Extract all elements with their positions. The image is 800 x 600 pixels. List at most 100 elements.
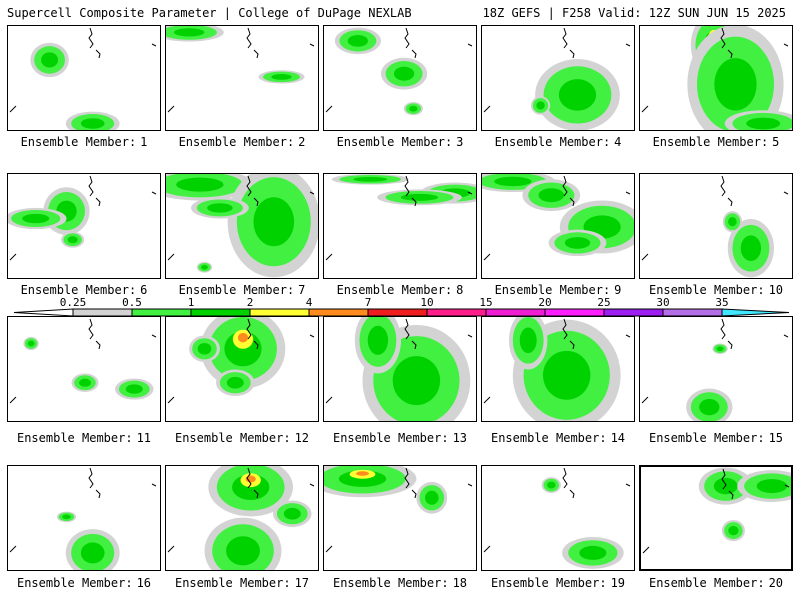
- ensemble-member-caption: Ensemble Member: 5: [637, 135, 795, 149]
- ensemble-panel-4[interactable]: [481, 25, 635, 131]
- ensemble-panel-17[interactable]: [165, 465, 319, 571]
- parameter-contour: [530, 96, 551, 115]
- parameter-contour: [508, 317, 548, 370]
- ensemble-member-caption: Ensemble Member: 1: [5, 135, 163, 149]
- coastline: [483, 467, 631, 553]
- map-plot: [642, 467, 791, 554]
- map-plot: [325, 174, 476, 261]
- parameter-contour: [204, 517, 282, 570]
- parameter-contour: [191, 197, 249, 219]
- ensemble-panel-19[interactable]: [481, 465, 635, 571]
- member-number: 10: [768, 283, 784, 297]
- ensemble-member-caption: Ensemble Member: 14: [479, 431, 637, 445]
- ensemble-panel-11[interactable]: [7, 316, 161, 422]
- colorbar-segment: [485, 308, 546, 317]
- colorbar-segment: [308, 308, 369, 317]
- member-number: 13: [452, 431, 468, 445]
- caption-label: Ensemble Member:: [332, 431, 449, 445]
- ensemble-member-caption: Ensemble Member: 15: [637, 431, 795, 445]
- colorbar-tick-label: 10: [420, 296, 433, 309]
- parameter-contour: [324, 466, 417, 498]
- member-number: 12: [294, 431, 310, 445]
- member-number: 19: [610, 576, 626, 590]
- map-plot: [166, 26, 315, 113]
- caption-label: Ensemble Member:: [648, 431, 765, 445]
- parameter-contour: [115, 378, 154, 400]
- ensemble-panel-9[interactable]: [481, 173, 635, 279]
- caption-label: Ensemble Member:: [174, 576, 291, 590]
- ensemble-member-caption: Ensemble Member: 18: [321, 576, 479, 590]
- parameter-contour: [548, 229, 607, 257]
- ensemble-panel-18[interactable]: [323, 465, 477, 571]
- coastline: [325, 175, 473, 261]
- ensemble-panel-2[interactable]: [165, 25, 319, 131]
- ensemble-member-caption: Ensemble Member: 11: [5, 431, 163, 445]
- ensemble-panel-12[interactable]: [165, 316, 319, 422]
- member-number: 5: [772, 135, 780, 149]
- coastline: [167, 175, 315, 261]
- parameter-contour: [71, 373, 99, 392]
- ensemble-panel-13[interactable]: [323, 316, 477, 422]
- caption-label: Ensemble Member:: [178, 283, 295, 297]
- ensemble-panel-5[interactable]: [639, 25, 793, 131]
- coastline: [9, 467, 157, 553]
- map-plot: [9, 467, 157, 570]
- colorbar-segment: [721, 308, 790, 317]
- parameter-contour: [722, 211, 743, 233]
- member-number: 2: [298, 135, 306, 149]
- ensemble-member-caption: Ensemble Member: 4: [479, 135, 637, 149]
- header-valid-time: 18Z GEFS | F258 Valid: 12Z SUN JUN 15 20…: [482, 6, 786, 20]
- parameter-contour: [56, 511, 77, 523]
- caption-label: Ensemble Member:: [490, 431, 607, 445]
- ensemble-panel-1[interactable]: [7, 25, 161, 131]
- ensemble-panel-14[interactable]: [481, 316, 635, 422]
- ensemble-panel-7[interactable]: [165, 173, 319, 279]
- parameter-contour: [737, 470, 791, 502]
- colorbar-segment: [603, 308, 664, 317]
- ensemble-panel-16[interactable]: [7, 465, 161, 571]
- parameter-contour: [334, 27, 381, 55]
- caption-label: Ensemble Member:: [490, 576, 607, 590]
- parameter-contour: [721, 520, 745, 542]
- parameter-contour: [23, 336, 39, 351]
- member-number: 16: [136, 576, 152, 590]
- ensemble-panel-6[interactable]: [7, 173, 161, 279]
- parameter-contour: [258, 70, 305, 84]
- colorbar-segment: [426, 308, 487, 317]
- coastline: [325, 467, 473, 553]
- member-number: 14: [610, 431, 626, 445]
- ensemble-panel-3[interactable]: [323, 25, 477, 131]
- ensemble-panel-8[interactable]: [323, 173, 477, 279]
- parameter-contour: [377, 189, 462, 206]
- ensemble-member-caption: Ensemble Member: 12: [163, 431, 321, 445]
- parameter-contour: [727, 219, 774, 278]
- ensemble-member-caption: Ensemble Member: 9: [479, 283, 637, 297]
- coastline: [642, 468, 790, 554]
- caption-label: Ensemble Member:: [332, 576, 449, 590]
- ensemble-member-caption: Ensemble Member: 16: [5, 576, 163, 590]
- caption-label: Ensemble Member:: [178, 135, 295, 149]
- caption-label: Ensemble Member:: [16, 431, 133, 445]
- map-plot: [166, 174, 318, 278]
- member-number: 11: [136, 431, 152, 445]
- caption-label: Ensemble Member:: [16, 576, 133, 590]
- ensemble-panel-20[interactable]: [639, 465, 793, 571]
- ensemble-member-caption: Ensemble Member: 6: [5, 283, 163, 297]
- ensemble-panel-15[interactable]: [639, 316, 793, 422]
- parameter-contour: [380, 57, 428, 90]
- colorbar-segment: [190, 308, 251, 317]
- ensemble-member-caption: Ensemble Member: 7: [163, 283, 321, 297]
- parameter-contour: [416, 481, 448, 514]
- parameter-contour: [8, 207, 67, 230]
- member-number: 4: [614, 135, 622, 149]
- map-plot: [641, 175, 789, 278]
- map-plot: [482, 174, 634, 261]
- ensemble-panel-10[interactable]: [639, 173, 793, 279]
- map-plot: [483, 467, 631, 569]
- parameter-contour: [196, 261, 213, 273]
- parameter-contour: [686, 388, 733, 421]
- colorbar-segment: [367, 308, 428, 317]
- colorbar-tick-label: 7: [365, 296, 372, 309]
- coastline: [325, 27, 473, 113]
- coastline: [483, 175, 631, 261]
